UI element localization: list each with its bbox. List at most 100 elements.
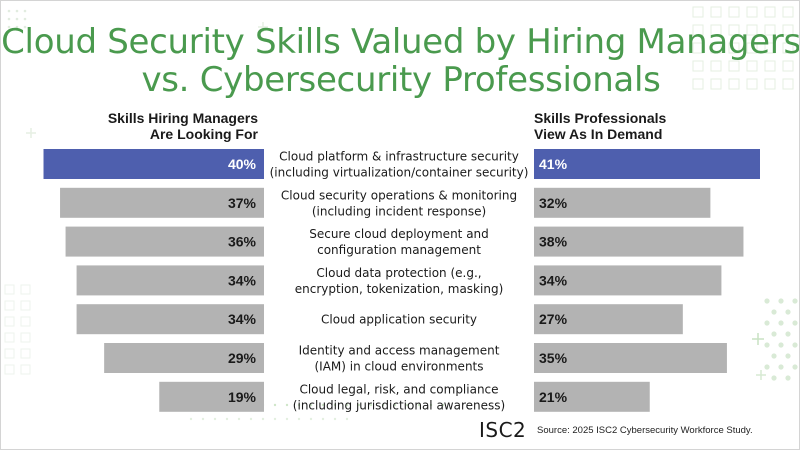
decorative-dot <box>792 364 798 370</box>
decorative-square <box>782 24 794 36</box>
chart-title-line-1: Cloud Security Skills Valued by Hiring M… <box>1 22 800 62</box>
decorative-dot <box>285 403 289 407</box>
decorative-square <box>764 42 776 54</box>
left-bar-5 <box>76 304 265 335</box>
source-note: Source: 2025 ISC2 Cybersecurity Workforc… <box>537 425 753 436</box>
decorative-square <box>746 78 758 90</box>
decorative-square <box>4 364 15 375</box>
decorative-dot <box>7 9 11 13</box>
decorative-plus <box>752 333 764 345</box>
decorative-square <box>692 60 704 72</box>
right-value-label-6: 35% <box>539 350 568 366</box>
decorative-square <box>746 6 758 18</box>
right-value-label-2: 32% <box>539 195 568 211</box>
decorative-dot <box>237 417 241 421</box>
left-value-label-6: 29% <box>228 350 257 366</box>
decorative-dot <box>23 9 27 13</box>
decorative-dot <box>7 17 11 21</box>
decorative-square <box>764 6 776 18</box>
decorative-dot <box>297 403 301 407</box>
decorative-dot <box>189 417 193 421</box>
decorative-dot <box>785 331 791 337</box>
decorative-square <box>710 24 722 36</box>
decorative-dot <box>321 403 325 407</box>
decorative-dot <box>357 403 361 407</box>
left-bar-1 <box>43 149 265 179</box>
decorative-dot <box>15 17 19 21</box>
decorative-square <box>710 78 722 90</box>
decorative-square <box>4 348 15 359</box>
decorative-dot <box>405 403 409 407</box>
decorative-dot <box>771 353 777 359</box>
decorative-dot <box>273 417 277 421</box>
decorative-plus <box>26 128 36 138</box>
decorative-square <box>728 78 740 90</box>
decorative-dot <box>771 375 777 381</box>
decorative-dot <box>785 375 791 381</box>
right-bar-3 <box>534 226 744 257</box>
decorative-square <box>20 316 31 327</box>
decorative-dot <box>285 417 289 421</box>
decorative-square <box>782 42 794 54</box>
decorative-square <box>20 332 31 343</box>
decorative-dot <box>23 25 27 29</box>
right-bar-1 <box>534 149 760 179</box>
decorative-dot <box>792 320 798 326</box>
decorative-dot <box>764 320 770 326</box>
category-label-6-line-2: (IAM) in cloud environments <box>314 360 483 374</box>
decorative-dot <box>441 403 445 407</box>
category-label-2-line-2: (including incident response) <box>312 204 486 218</box>
right-value-label-1: 41% <box>539 156 568 172</box>
category-label-4-line-1: Cloud data protection (e.g., <box>316 266 481 280</box>
right-value-label-5: 27% <box>539 311 568 327</box>
decorative-square <box>20 348 31 359</box>
decorative-square <box>746 24 758 36</box>
decorative-square <box>692 78 704 90</box>
left-value-label-1: 40% <box>228 156 257 172</box>
decorative-square <box>710 60 722 72</box>
decorative-plus <box>756 370 766 380</box>
decorative-dot <box>333 403 337 407</box>
category-label-1-line-1: Cloud platform & infrastructure security <box>279 150 519 164</box>
category-label-6-line-1: Identity and access management <box>299 344 500 358</box>
decorative-square <box>746 60 758 72</box>
decorative-dot <box>778 364 784 370</box>
decorative-dot <box>213 417 217 421</box>
category-label-5-line-1: Cloud application security <box>321 313 477 327</box>
decorative-dot <box>273 403 277 407</box>
left-bar-6 <box>104 343 265 373</box>
category-label-7-line-2: (including jurisdictional awareness) <box>293 398 505 412</box>
decorative-square <box>20 284 31 295</box>
decorative-dot <box>15 9 19 13</box>
decorative-square <box>710 42 722 54</box>
decorative-dot <box>417 403 421 407</box>
category-label-1-line-2: (including virtualization/container secu… <box>270 166 529 180</box>
decorative-square <box>4 316 15 327</box>
decorative-dot <box>764 342 770 348</box>
decorative-square <box>782 6 794 18</box>
decorative-dot <box>297 417 301 421</box>
decorative-square <box>728 24 740 36</box>
decorative-dot <box>249 417 253 421</box>
decorative-dot <box>23 17 27 21</box>
decorative-square <box>728 42 740 54</box>
decorative-square <box>4 332 15 343</box>
decorative-square <box>764 78 776 90</box>
decorative-dot <box>345 403 349 407</box>
decorative-dot <box>764 364 770 370</box>
decorative-dot <box>792 342 798 348</box>
category-label-4-line-2: encryption, tokenization, masking) <box>295 282 504 296</box>
category-label-3-line-1: Secure cloud deployment and <box>309 227 489 241</box>
decorative-dot <box>764 298 770 304</box>
left-bar-2 <box>60 187 264 218</box>
right-bar-6 <box>534 343 727 373</box>
decorative-square <box>764 24 776 36</box>
decorative-plus <box>258 22 268 32</box>
left-bar-4 <box>76 265 265 296</box>
decorative-dot <box>778 320 784 326</box>
decorative-square <box>692 42 704 54</box>
decorative-dot <box>369 403 373 407</box>
right-value-label-3: 38% <box>539 234 568 250</box>
